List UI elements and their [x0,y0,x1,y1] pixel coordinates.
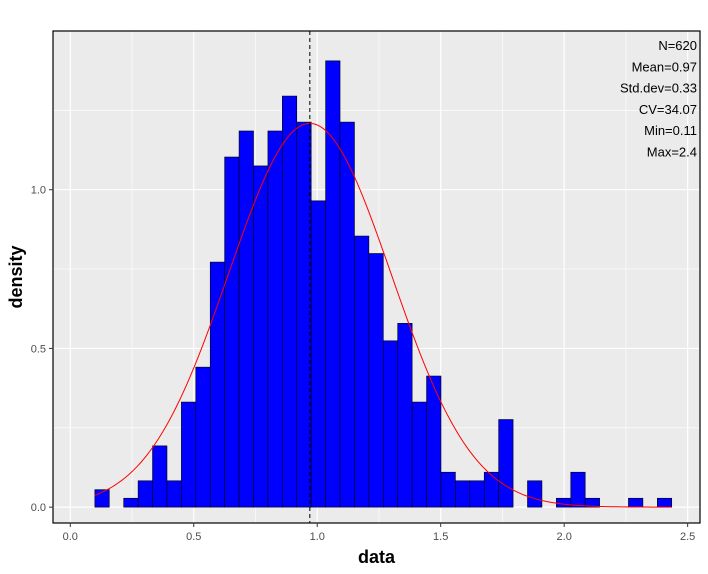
y-tick-label: 1.0 [31,185,46,197]
normal-curve [94,122,672,508]
histogram-bar [483,471,499,508]
histogram-bar [253,165,269,508]
x-tick-label: 1.5 [433,531,448,543]
stat-label: Min=0.11 [644,123,697,138]
histogram-bar [296,121,312,508]
histogram-bar [325,60,341,508]
normal-curve-layer [94,122,672,508]
histogram-bar [166,480,182,508]
histogram-bar [455,480,471,508]
x-tick-label: 2.5 [680,531,695,543]
histogram-bar [397,323,413,508]
histogram-bar [310,200,326,508]
x-tick-label: 2.0 [557,531,572,543]
histogram-bar [498,419,514,508]
stat-label: N=620 [658,38,697,53]
stat-label: Mean=0.97 [632,59,697,74]
histogram-bar [527,480,543,508]
histogram-bar [584,497,600,508]
x-axis: 0.0 0.5 1.0 1.5 2.0 2.5 [63,523,695,543]
panel-border [52,30,701,524]
histogram-bar [556,497,572,508]
histogram-bar [339,121,355,508]
x-axis-title: data [358,547,396,567]
histogram-bar [209,261,225,508]
histogram-bars [94,60,673,508]
histogram-bar [440,471,456,508]
histogram-bar [469,480,485,508]
histogram-bar [411,401,427,508]
y-axis-title: density [6,245,26,308]
y-tick-label: 0.5 [31,343,46,355]
histogram-bar [382,340,399,508]
histogram-bar [657,497,673,508]
histogram-bar [267,130,283,508]
histogram-bar [137,480,153,508]
y-axis: 0.0 0.5 1.0 [31,185,53,514]
histogram-bar [238,130,254,508]
y-tick-label: 0.0 [31,502,46,514]
stats-annotations: N=620 Mean=0.97 Std.dev=0.33 CV=34.07 Min=0.… [620,38,697,160]
histogram-bar [570,471,586,508]
x-tick-label: 0.0 [63,531,78,543]
histogram-bar [354,235,370,508]
histogram-bar [195,366,211,508]
histogram-bar [181,401,197,508]
histogram-bar [426,375,442,508]
histogram-bar [368,253,384,508]
stat-label: Max=2.4 [647,145,697,160]
x-tick-label: 1.0 [310,531,325,543]
histogram-bar [282,95,298,508]
histogram-bar [628,497,644,508]
stat-label: Std.dev=0.33 [620,81,697,96]
histogram-bar [152,445,168,508]
x-tick-label: 0.5 [186,531,201,543]
stat-label: CV=34.07 [639,102,697,117]
histogram-bar [123,497,139,508]
histogram-bar [224,156,240,508]
